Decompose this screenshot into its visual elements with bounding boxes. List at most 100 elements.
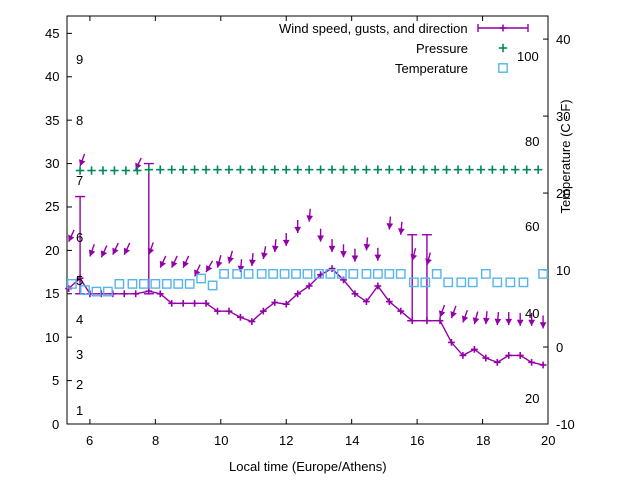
wind-direction-arrow	[482, 311, 490, 325]
wind-speed-point	[156, 290, 164, 298]
temperature-point	[420, 277, 431, 288]
wind-direction-arrow	[317, 228, 324, 242]
wind-speed-point	[528, 358, 536, 366]
y-tick-label: 30	[45, 156, 60, 171]
wind-direction-arrow	[306, 208, 314, 222]
temperature-point	[150, 278, 161, 289]
pressure-point	[133, 166, 142, 175]
beaufort-label: 5	[76, 273, 84, 288]
fahrenheit-label: 100	[517, 49, 539, 64]
wind-speed-point	[237, 313, 244, 321]
y-tick-label: 40	[45, 69, 60, 84]
temperature-point	[207, 280, 218, 291]
wind-direction-arrow	[79, 153, 86, 167]
fahrenheit-label: 60	[525, 219, 540, 234]
beaufort-label: 2	[76, 377, 84, 392]
temperature-point	[256, 268, 267, 279]
pressure-point	[201, 165, 211, 174]
temperature-point	[279, 268, 290, 279]
beaufort-label: 7	[76, 173, 84, 188]
pressure-point	[453, 165, 463, 174]
wind-speed-point	[191, 299, 199, 307]
wind-direction-arrow	[494, 312, 502, 326]
wind-direction-arrow	[351, 248, 359, 262]
fahrenheit-label: 40	[525, 306, 540, 321]
wind-speed-point	[362, 298, 370, 305]
pressure-point	[316, 165, 325, 174]
wind-direction-arrow	[539, 315, 547, 329]
pressure-point	[362, 165, 371, 174]
pressure-point	[213, 165, 222, 174]
wind-speed-point	[328, 265, 336, 273]
x-tick-label: 10	[214, 433, 229, 448]
x-tick-label: 16	[410, 433, 425, 448]
legend-key-wind-point	[499, 24, 507, 32]
y2-tick-label: 20	[556, 186, 571, 201]
wind-direction-arrow	[261, 246, 268, 260]
wind-speed-point	[109, 290, 117, 298]
wind-speed-point	[493, 358, 501, 366]
pressure-point	[373, 165, 383, 174]
wind-direction-arrow	[425, 252, 432, 266]
fahrenheit-label: 20	[525, 391, 540, 406]
wind-direction-arrow	[282, 233, 290, 247]
temperature-point	[314, 268, 324, 279]
wind-direction-arrow	[182, 255, 190, 269]
pressure-point	[259, 165, 268, 174]
temperature-point	[196, 273, 207, 284]
x-tick-label: 12	[279, 433, 294, 448]
legend-label-temperature: Temperature	[395, 61, 468, 76]
wind-direction-arrow	[505, 312, 513, 326]
temperature-point	[538, 268, 548, 279]
plot-frame	[66, 15, 549, 425]
temperature-point	[361, 268, 372, 279]
temperature-point	[505, 277, 516, 288]
y2-tick-label: 30	[556, 109, 571, 124]
pressure-point	[419, 165, 428, 174]
pressure-point	[110, 166, 119, 175]
wind-speed-point	[305, 282, 313, 290]
x-tick-label: 6	[86, 433, 94, 448]
y2-tick-label: 40	[556, 32, 571, 47]
temperature-point	[456, 277, 467, 288]
wind-direction-arrow	[227, 250, 234, 264]
wind-speed-point	[351, 290, 359, 298]
wind-direction-arrow	[135, 157, 142, 170]
beaufort-label: 6	[76, 230, 84, 245]
wind-speed-point	[259, 307, 267, 315]
wind-speed-point	[505, 352, 513, 359]
wind-speed-point	[225, 307, 233, 315]
wind-direction-arrow	[205, 260, 214, 273]
x-tick-label: 14	[345, 433, 360, 448]
wind-speed-point	[397, 307, 405, 315]
temperature-point	[384, 268, 395, 279]
x-tick-label: 20	[541, 433, 556, 448]
temperature-point	[325, 268, 336, 279]
temperature-point	[184, 278, 195, 289]
wind-direction-arrow	[340, 244, 347, 258]
wind-direction-arrow	[193, 264, 201, 277]
beaufort-label: 3	[76, 347, 84, 362]
temperature-point	[138, 278, 149, 289]
temperature-point	[431, 268, 442, 279]
pressure-point	[144, 165, 154, 174]
pressure-point	[442, 165, 451, 174]
pressure-point	[304, 165, 314, 174]
x-tick-label: 18	[476, 433, 491, 448]
wind-direction-arrow	[516, 312, 524, 326]
wind-speed-point	[168, 299, 176, 307]
y-tick-label: 5	[52, 373, 60, 388]
wind-direction-arrow	[249, 252, 256, 267]
temperature-point	[395, 268, 406, 279]
pressure-point	[282, 165, 291, 174]
temperature-point	[372, 268, 383, 279]
wind-direction-arrow	[68, 229, 75, 242]
pressure-point	[236, 165, 245, 174]
pressure-point	[98, 166, 108, 175]
wind-speed-point	[214, 307, 221, 315]
pressure-point	[476, 165, 486, 174]
wind-speed-point	[202, 299, 210, 307]
temperature-point	[161, 278, 172, 289]
wind-speed-point	[516, 352, 524, 359]
